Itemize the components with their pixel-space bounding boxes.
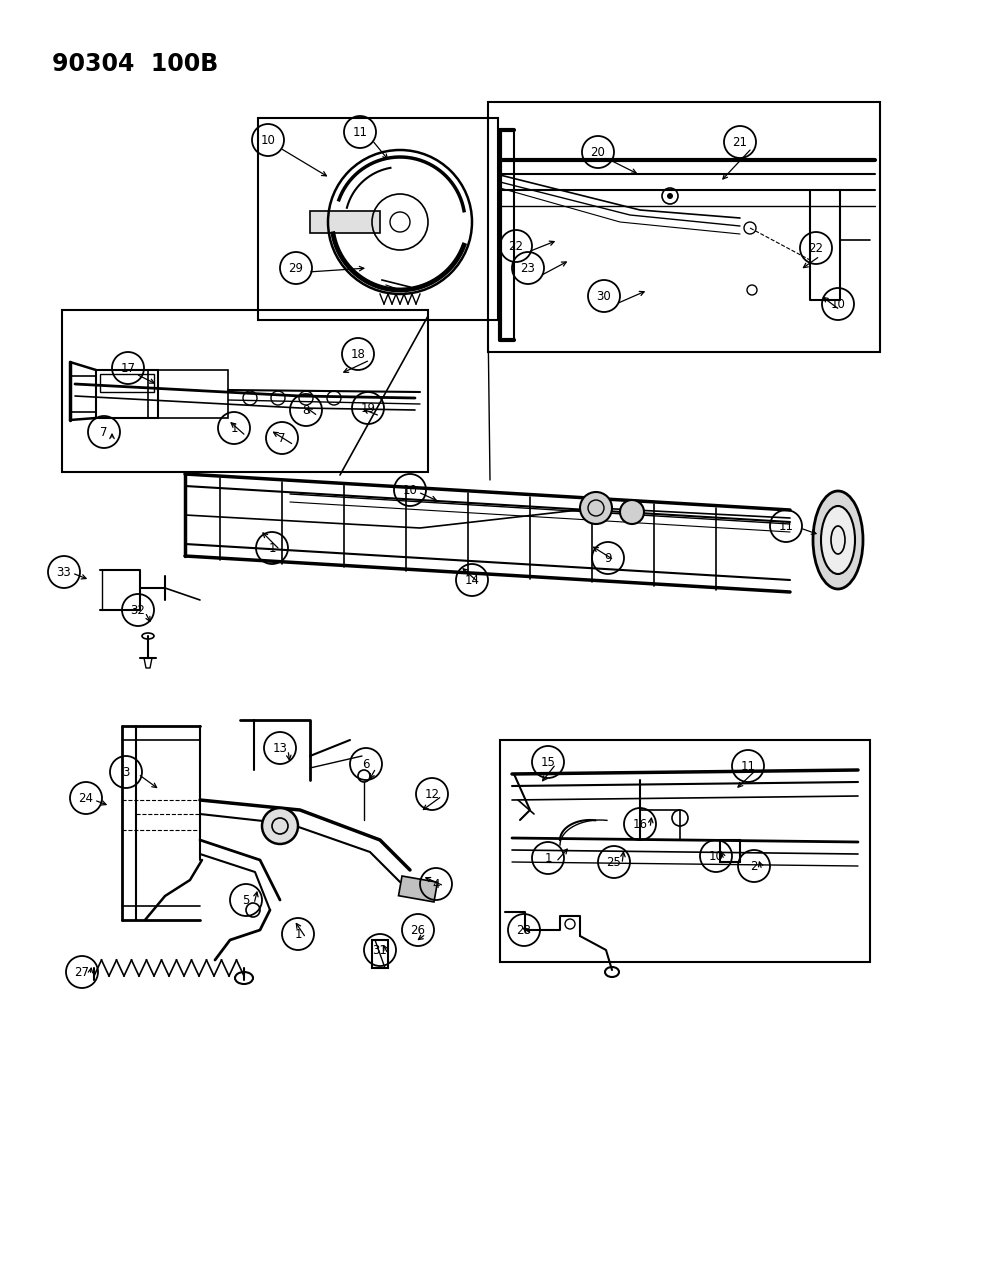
Text: 10: 10 xyxy=(261,134,275,147)
Bar xyxy=(372,940,388,968)
Bar xyxy=(720,840,740,862)
Text: 9: 9 xyxy=(605,552,611,565)
Text: 15: 15 xyxy=(540,756,555,769)
Text: 5: 5 xyxy=(243,894,250,907)
Text: 17: 17 xyxy=(121,362,136,375)
Bar xyxy=(148,370,228,418)
Text: 11: 11 xyxy=(740,760,755,773)
Text: 25: 25 xyxy=(606,856,621,868)
Text: 20: 20 xyxy=(591,145,606,158)
Text: 31: 31 xyxy=(373,944,387,956)
Text: 29: 29 xyxy=(288,261,303,274)
Text: 10: 10 xyxy=(402,483,417,496)
Ellipse shape xyxy=(813,491,863,589)
Text: 28: 28 xyxy=(516,923,531,937)
Text: 16: 16 xyxy=(632,817,647,830)
Text: 32: 32 xyxy=(131,603,146,617)
Text: 23: 23 xyxy=(520,261,535,274)
Text: 22: 22 xyxy=(809,241,824,255)
Text: 11: 11 xyxy=(779,519,794,533)
Bar xyxy=(62,310,428,472)
Circle shape xyxy=(262,808,298,844)
Text: 1: 1 xyxy=(269,542,275,555)
Text: 1: 1 xyxy=(230,422,238,435)
Text: 7: 7 xyxy=(278,431,285,445)
Circle shape xyxy=(620,500,644,524)
Bar xyxy=(398,876,437,901)
Text: 6: 6 xyxy=(363,757,370,770)
Text: 3: 3 xyxy=(122,765,130,779)
Text: 1: 1 xyxy=(294,927,301,941)
Text: 30: 30 xyxy=(597,289,611,302)
Text: 90304  100B: 90304 100B xyxy=(52,52,218,76)
Text: 26: 26 xyxy=(410,923,425,937)
Text: 33: 33 xyxy=(56,566,71,579)
Text: 7: 7 xyxy=(100,426,108,439)
Text: 8: 8 xyxy=(302,403,309,417)
Text: 10: 10 xyxy=(830,297,845,311)
Bar xyxy=(100,374,154,391)
Bar xyxy=(488,102,880,352)
Text: 14: 14 xyxy=(465,574,480,586)
Text: 21: 21 xyxy=(732,135,747,148)
Text: 18: 18 xyxy=(351,348,366,361)
Text: 2: 2 xyxy=(750,859,758,872)
Text: 27: 27 xyxy=(74,965,89,978)
Ellipse shape xyxy=(821,506,855,574)
Text: 4: 4 xyxy=(432,877,440,890)
Text: 1: 1 xyxy=(544,852,552,864)
Text: 22: 22 xyxy=(508,240,523,252)
FancyArrow shape xyxy=(310,210,380,233)
Bar xyxy=(96,370,158,418)
Text: 11: 11 xyxy=(353,125,368,139)
Text: 13: 13 xyxy=(273,742,287,755)
Bar xyxy=(258,119,498,320)
Text: 10: 10 xyxy=(709,849,723,862)
Text: 12: 12 xyxy=(424,788,439,801)
Circle shape xyxy=(667,193,673,199)
Bar xyxy=(500,740,870,963)
Circle shape xyxy=(580,492,612,524)
Text: 19: 19 xyxy=(361,402,376,414)
Text: 24: 24 xyxy=(78,792,93,805)
